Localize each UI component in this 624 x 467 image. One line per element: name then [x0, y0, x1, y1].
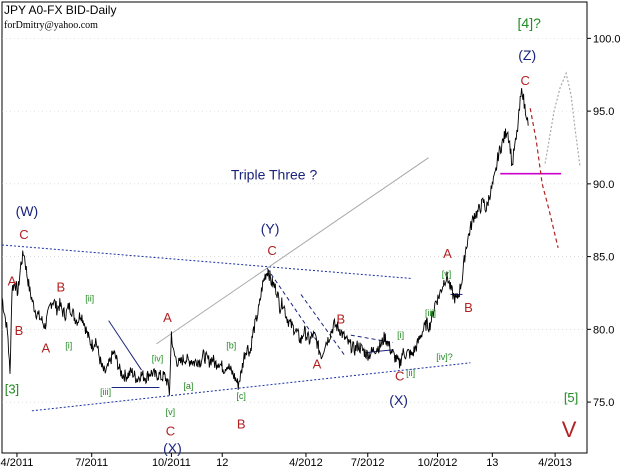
y-tick-label: 95.0 [593, 106, 614, 118]
y-tick-label: 85.0 [593, 252, 614, 264]
wave-label: [iii] [100, 387, 111, 397]
wave-label: C [395, 368, 404, 383]
x-tick-label: 4/2012 [289, 457, 323, 467]
wave-label: V [562, 417, 577, 442]
y-tick-label: 90.0 [593, 179, 614, 191]
y-tick-label: 75.0 [593, 397, 614, 409]
wave-label: (W) [16, 203, 39, 219]
wave-label: B [337, 312, 346, 327]
wave-label: A [443, 246, 452, 261]
trendline [156, 157, 429, 345]
y-tick-label: 100.0 [593, 33, 621, 45]
wave-label: [4]? [518, 15, 542, 31]
trendline [365, 349, 394, 354]
x-tick-label: 4/2013 [538, 457, 572, 467]
wave-label: A [163, 310, 172, 325]
wave-label: [i] [65, 340, 72, 350]
price-series [1, 88, 529, 396]
wave-label: A [42, 341, 51, 356]
wave-label: B [15, 323, 24, 338]
wave-label: [v] [442, 269, 452, 279]
plot-frame [1, 1, 588, 454]
y-tick-label: 80.0 [593, 324, 614, 336]
wave-label: (X) [163, 440, 182, 456]
wave-label: [b] [226, 340, 236, 350]
x-tick-label: 7/2012 [351, 457, 385, 467]
wave-label: [3] [5, 381, 19, 396]
wave-label: Triple Three ? [231, 166, 318, 182]
wave-label: (Z) [518, 47, 536, 63]
projection-path [544, 71, 581, 167]
wave-label: B [237, 416, 246, 431]
trendline [1, 244, 411, 279]
wave-label: [iii] [425, 308, 436, 318]
x-tick-label: 4/2011 [1, 457, 34, 467]
wave-label: A [8, 274, 17, 289]
x-tick-label: 10/2011 [152, 457, 191, 467]
wave-label: [a] [183, 381, 193, 391]
wave-label: A [313, 357, 322, 372]
wave-label: B [464, 300, 473, 315]
wave-label: B [56, 280, 65, 295]
wave-label: C [166, 424, 175, 439]
wave-label: [iv] [152, 353, 164, 363]
wave-label: [i] [397, 330, 404, 340]
wave-label: C [19, 227, 28, 242]
wave-label: [5] [564, 390, 578, 405]
wave-label: C [267, 243, 276, 258]
trendline [266, 267, 318, 342]
wave-label: [v] [166, 407, 176, 417]
x-tick-label: 12 [216, 457, 228, 467]
wave-label: C [521, 73, 530, 88]
trendline [300, 294, 347, 358]
wave-label: [ii] [406, 368, 415, 378]
trendline [108, 320, 142, 371]
wave-label: [ii] [85, 294, 94, 304]
wave-label: [c] [236, 391, 246, 401]
wave-label: (Y) [261, 220, 280, 236]
wave-label: (X) [389, 392, 408, 408]
projection-path [529, 108, 559, 249]
trendline [31, 362, 471, 412]
author-email: forDmitry@yahoo.com [4, 20, 98, 31]
x-tick-label: 10/2012 [418, 457, 458, 467]
wave-label: [iv]? [436, 352, 453, 362]
x-tick-label: 13 [486, 457, 498, 467]
x-tick-label: 7/2011 [75, 457, 108, 467]
chart-title: JPY A0-FX BID-Daily [4, 3, 117, 17]
